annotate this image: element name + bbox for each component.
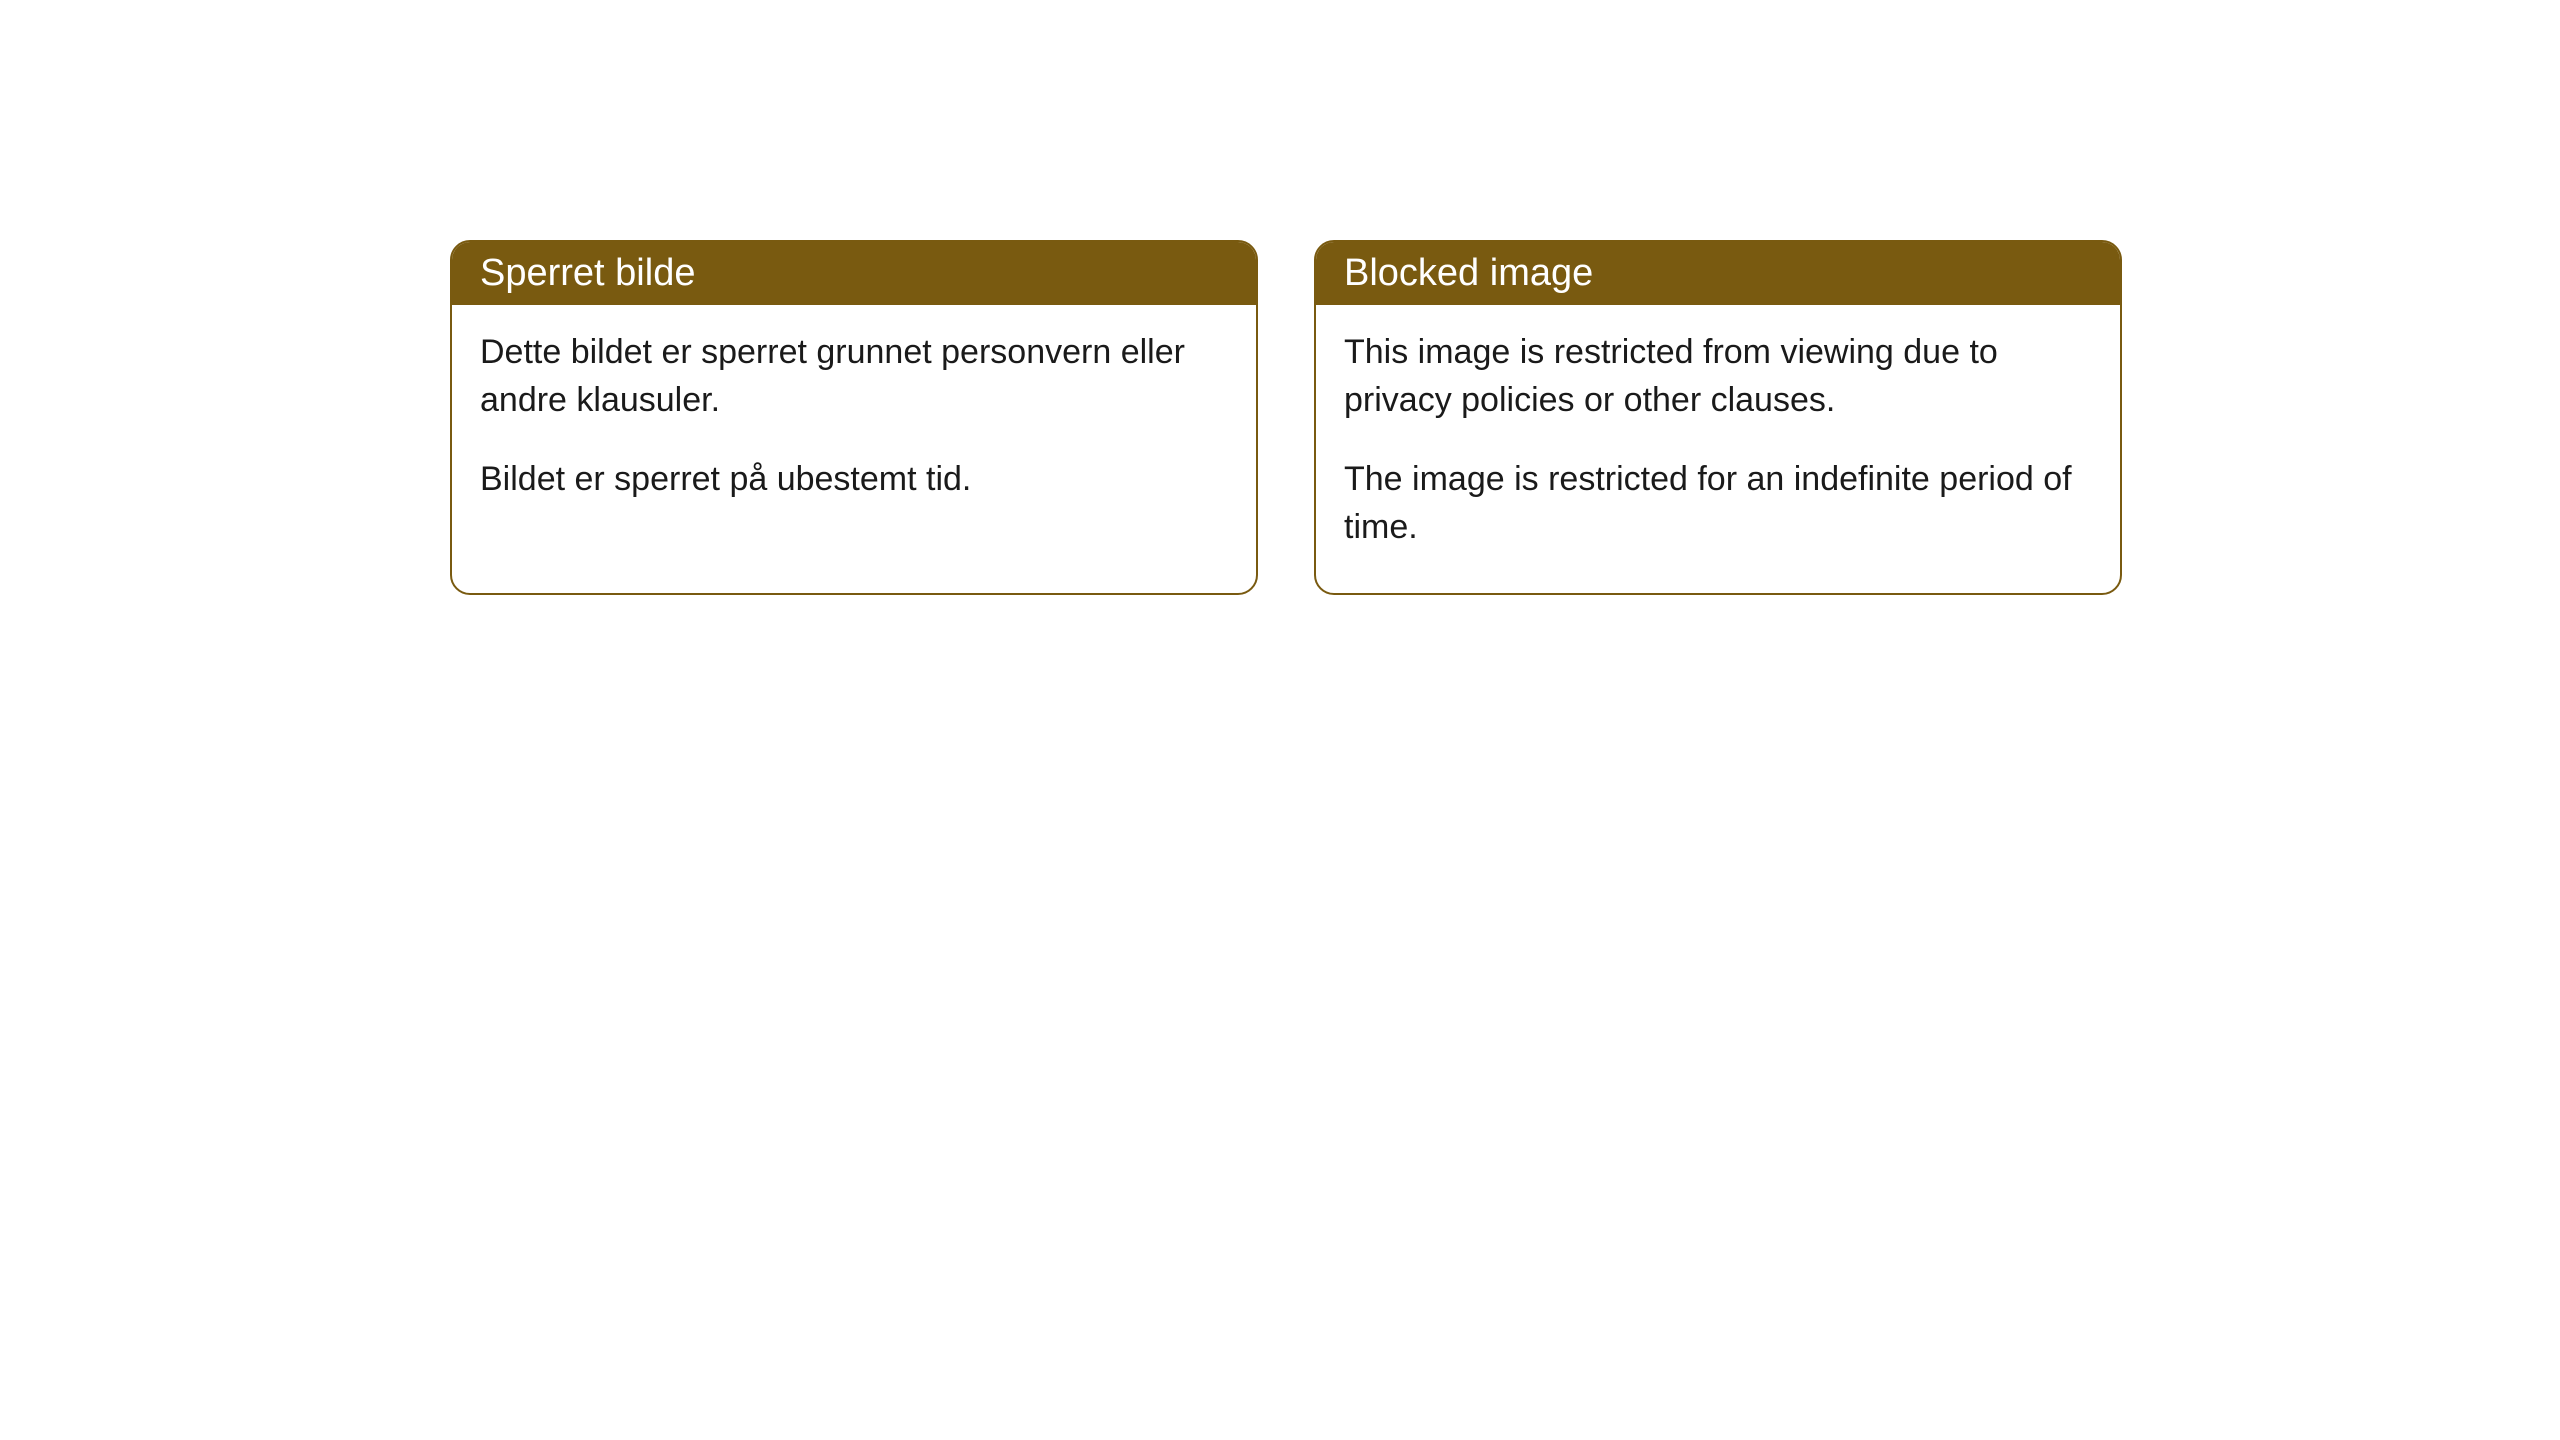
- card-body-norwegian: Dette bildet er sperret grunnet personve…: [452, 305, 1256, 546]
- card-paragraph-2-english: The image is restricted for an indefinit…: [1344, 456, 2092, 551]
- card-header-english: Blocked image: [1316, 242, 2120, 305]
- card-body-english: This image is restricted from viewing du…: [1316, 305, 2120, 593]
- card-paragraph-2-norwegian: Bildet er sperret på ubestemt tid.: [480, 456, 1228, 504]
- card-header-norwegian: Sperret bilde: [452, 242, 1256, 305]
- blocked-image-card-english: Blocked image This image is restricted f…: [1314, 240, 2122, 595]
- cards-container: Sperret bilde Dette bildet er sperret gr…: [450, 240, 2122, 595]
- blocked-image-card-norwegian: Sperret bilde Dette bildet er sperret gr…: [450, 240, 1258, 595]
- card-paragraph-1-english: This image is restricted from viewing du…: [1344, 329, 2092, 424]
- card-paragraph-1-norwegian: Dette bildet er sperret grunnet personve…: [480, 329, 1228, 424]
